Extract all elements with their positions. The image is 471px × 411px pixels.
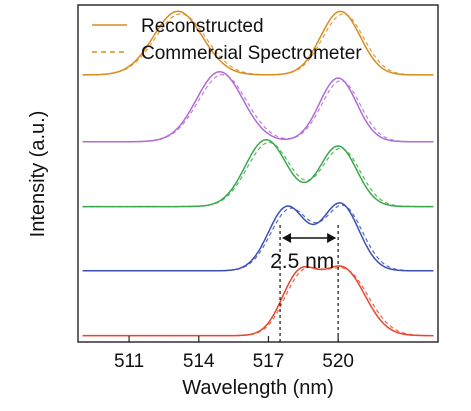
x-axis-label: Wavelength (nm) [182, 377, 334, 399]
x-ticks: 511 514 517 520 [114, 336, 354, 372]
spectrum-commercial-5 [82, 266, 434, 337]
annotation-layer [279, 225, 339, 342]
spectrum-commercial-4 [82, 204, 434, 272]
spectrum-commercial-1 [82, 13, 434, 76]
spectrum-reconstructed-4 [82, 202, 434, 272]
spectrum-commercial-3 [82, 141, 434, 208]
x-tick-label-514: 514 [183, 351, 215, 372]
arrow-head-right [327, 233, 337, 243]
spectrum-reconstructed-5 [82, 265, 434, 337]
x-tick-label-520: 520 [322, 351, 354, 372]
x-tick-label-511: 511 [114, 351, 144, 372]
series-layer [82, 10, 434, 337]
arrow-head-left [282, 233, 292, 243]
resolution-annotation-label: 2.5 nm [270, 250, 334, 273]
y-axis-label: Intensity (a.u.) [27, 111, 49, 238]
x-tick-label-517: 517 [253, 351, 285, 372]
spectrum-reconstructed-2 [82, 71, 434, 143]
plot-frame [77, 4, 439, 343]
legend: Reconstructed Commercial Spectrometer [92, 16, 362, 64]
spectrum-commercial-2 [82, 74, 434, 143]
legend-entry-commercial: Commercial Spectrometer [141, 43, 362, 64]
legend-entry-reconstructed: Reconstructed [141, 16, 264, 37]
